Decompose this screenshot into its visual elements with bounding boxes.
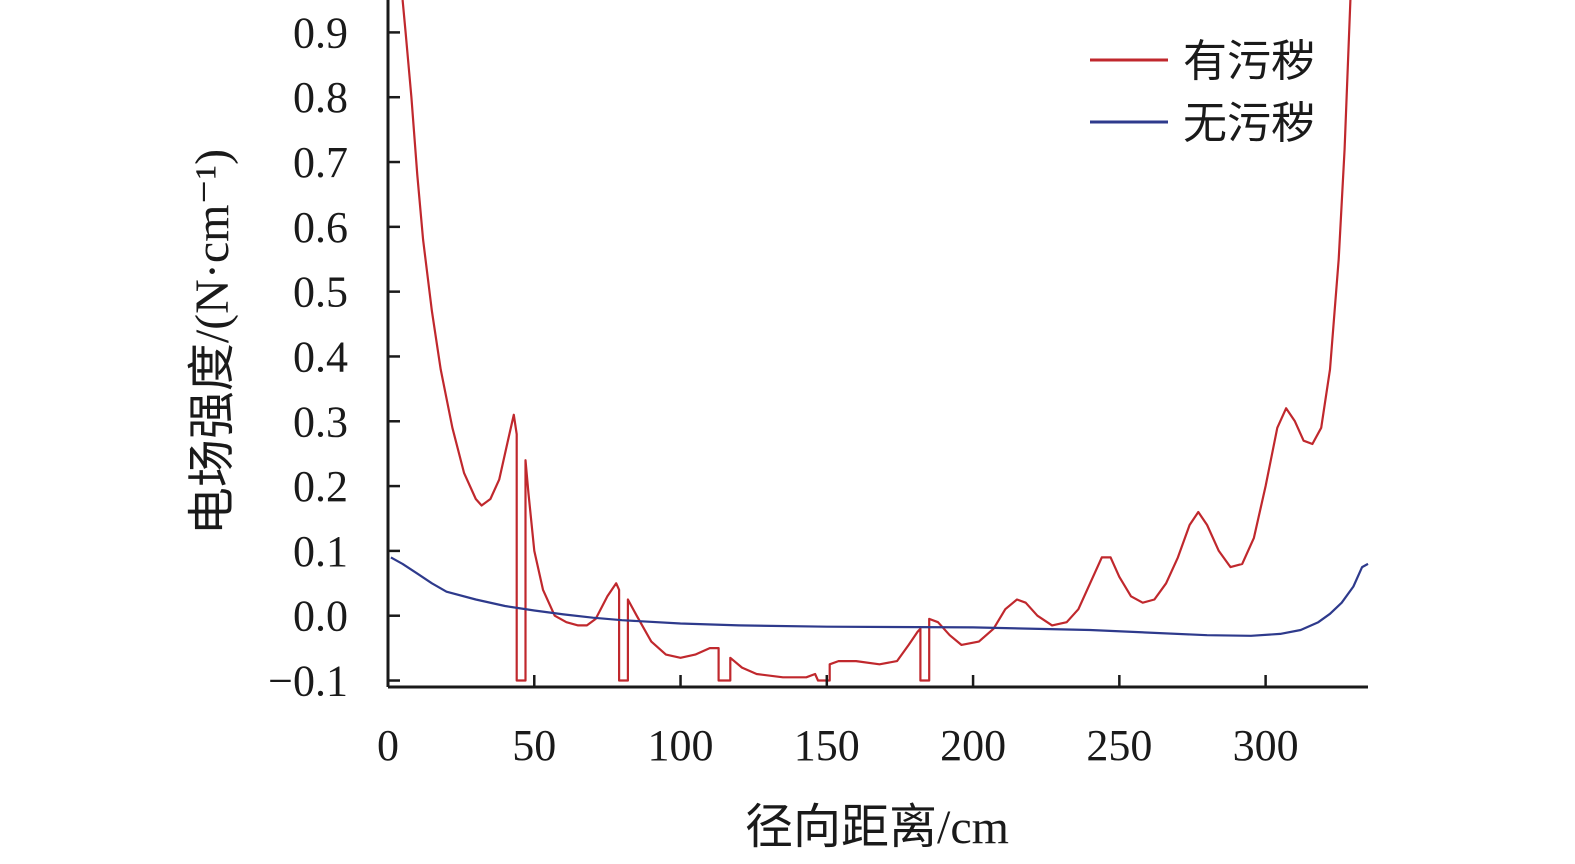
y-tick-label: 0.5 <box>293 268 348 317</box>
y-tick-label: 0.7 <box>293 138 348 187</box>
y-tick-label: 0.1 <box>293 527 348 576</box>
x-tick-label: 100 <box>648 721 714 770</box>
y-tick-label: 0.0 <box>293 592 348 641</box>
y-tick-label: 0.6 <box>293 203 348 252</box>
legend: 有污秽 无污秽 <box>1090 37 1315 148</box>
y-tick-label: 0.4 <box>293 332 348 381</box>
x-tick-label: 300 <box>1233 721 1299 770</box>
y-tick-label: 0.2 <box>293 462 348 511</box>
x-tick-label: 150 <box>794 721 860 770</box>
y-tick-label: 0.9 <box>293 8 348 57</box>
y-ticks: −0.1 0.0 0.1 0.2 0.3 0.4 0.5 0.6 0.7 0.8 0.9 <box>268 8 400 706</box>
series-line-2 <box>390 556 1369 637</box>
x-tick-label: 50 <box>512 721 556 770</box>
x-ticks: 0 50 100 150 200 250 300 <box>377 675 1299 770</box>
y-tick-label: −0.1 <box>268 657 348 706</box>
y-tick-label: 0.3 <box>293 397 348 446</box>
x-axis-label: 径向距离/cm <box>745 801 1009 854</box>
x-tick-label: 200 <box>940 721 1006 770</box>
legend-label-series-2: 无污秽 <box>1183 99 1315 148</box>
legend-label-series-1: 有污秽 <box>1183 37 1315 86</box>
y-tick-label: 0.8 <box>293 73 348 122</box>
y-axis-label: 电场强度/(N·cm⁻¹) <box>186 149 239 535</box>
x-tick-label: 0 <box>377 721 399 770</box>
series-line-1 <box>401 0 1352 682</box>
x-tick-label: 250 <box>1086 721 1152 770</box>
plot-area: 0 50 100 150 200 250 300 −0.1 0.0 0.1 0.2 0.3 0.4 0.… <box>268 0 1369 770</box>
series-layer <box>390 0 1369 682</box>
